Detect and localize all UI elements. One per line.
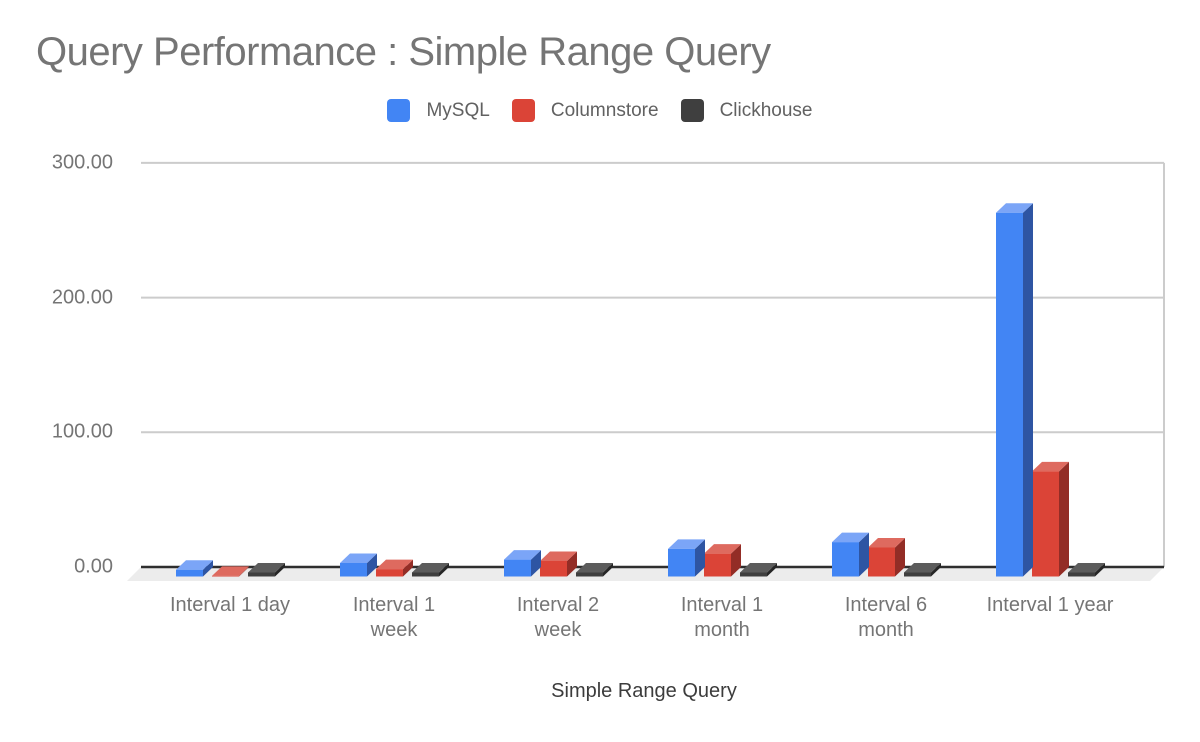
legend-item-mysql: MySQL (387, 99, 490, 122)
legend-swatch-columnstore (511, 99, 535, 122)
bar-clickhouse-1-front (412, 572, 439, 577)
bar-mysql-0-front (176, 569, 203, 577)
bar-clickhouse-4-side (931, 562, 941, 577)
bar-columnstore-5-top (1032, 461, 1069, 472)
bar-columnstore-2-front (540, 561, 567, 577)
bar-clickhouse-1-top (412, 562, 449, 573)
bar-mysql-5-front (996, 212, 1023, 577)
chart-title: Query Performance : Simple Range Query (36, 30, 771, 74)
bar-mysql-5-side (1023, 203, 1033, 577)
bar-clickhouse-5-side (1095, 562, 1105, 577)
y-tick-label: 100.00 (51, 420, 113, 443)
legend-label-mysql: MySQL (426, 99, 490, 121)
bar-clickhouse-4-front (904, 572, 931, 577)
bar-columnstore-3-front (704, 553, 731, 577)
bar-mysql-4-top (832, 532, 869, 543)
bar-clickhouse-0-front (248, 572, 275, 577)
legend-label-columnstore: Columnstore (550, 99, 659, 121)
bar-columnstore-4-front (868, 547, 895, 577)
y-tick-label: 0.00 (74, 555, 113, 578)
bar-columnstore-4-side (895, 538, 905, 577)
bar-clickhouse-2-side (603, 562, 613, 577)
legend-swatch-mysql (387, 99, 411, 122)
bar-mysql-1-side (367, 553, 377, 577)
bar-columnstore-4-top (868, 538, 905, 548)
bar-clickhouse-0-top (248, 562, 285, 573)
bar-mysql-1-top (340, 553, 377, 564)
bar-clickhouse-4-top (904, 562, 941, 573)
bar-columnstore-3-top (704, 544, 741, 554)
bar-columnstore-0-front (212, 575, 239, 577)
bar-mysql-2-top (504, 550, 541, 560)
bar-clickhouse-5-top (1068, 562, 1105, 573)
bar-clickhouse-2-front (576, 572, 603, 577)
x-tick-label: Interval 1 day (169, 594, 291, 616)
legend: MySQL Columnstore Clickhouse (0, 99, 1200, 122)
legend-label-clickhouse: Clickhouse (719, 99, 813, 121)
bar-columnstore-2-top (540, 551, 577, 562)
bar-mysql-5-top (996, 203, 1033, 213)
bar-mysql-3-top (668, 539, 705, 549)
legend-item-clickhouse: Clickhouse (680, 99, 813, 122)
bar-columnstore-1-front (376, 569, 403, 577)
bar-columnstore-1-top (376, 559, 413, 570)
x-tick-label: Interval 1 year (986, 594, 1114, 616)
bar-mysql-4-front (832, 542, 859, 577)
x-tick-label: Interval 6 month (844, 594, 928, 641)
x-tick-label: Interval 1 month (680, 594, 764, 641)
bar-clickhouse-3-front (740, 572, 767, 577)
bar-columnstore-1-side (403, 559, 413, 577)
bar-clickhouse-3-side (767, 562, 777, 577)
bar-clickhouse-5-front (1068, 572, 1095, 577)
bar-clickhouse-2-top (576, 562, 613, 573)
y-tick-label: 200.00 (51, 286, 113, 309)
y-tick-label: 300.00 (51, 151, 113, 174)
bar-columnstore-5-side (1059, 461, 1069, 577)
bar-columnstore-2-side (567, 551, 577, 577)
bar-mysql-3-front (668, 548, 695, 577)
bar-mysql-1-front (340, 563, 367, 577)
x-tick-label: Interval 1 week (352, 594, 436, 641)
bar-mysql-4-side (859, 532, 869, 577)
bar-mysql-2-side (531, 550, 541, 577)
bar-columnstore-0-side (239, 566, 249, 577)
bar-clickhouse-1-side (439, 562, 449, 577)
bar-columnstore-5-front (1032, 471, 1059, 577)
bar-clickhouse-3-top (740, 562, 777, 573)
bar-mysql-0-top (176, 560, 213, 570)
x-tick-label: Interval 2 week (516, 594, 600, 641)
bar-mysql-3-side (695, 539, 705, 577)
x-axis-title: Simple Range Query (551, 680, 737, 702)
bar-columnstore-0-top (212, 566, 249, 576)
legend-swatch-clickhouse (680, 99, 704, 122)
bar-mysql-2-front (504, 559, 531, 577)
bar-mysql-0-side (203, 560, 213, 577)
bar-clickhouse-0-side (275, 562, 285, 577)
legend-item-columnstore: Columnstore (511, 99, 659, 122)
bar-columnstore-3-side (731, 544, 741, 577)
